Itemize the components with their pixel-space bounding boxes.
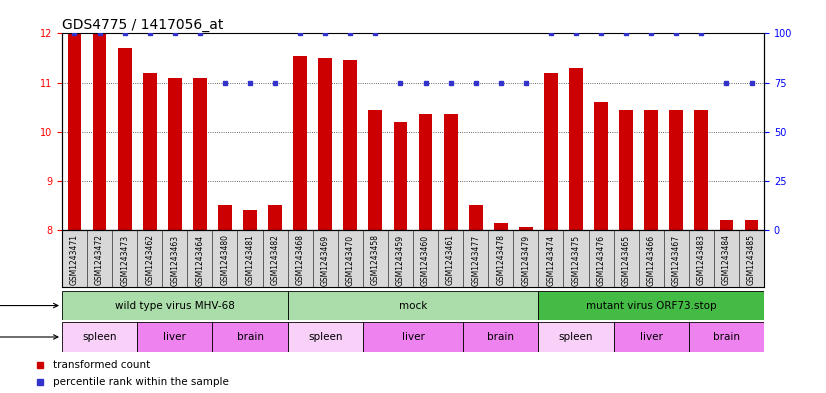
Bar xyxy=(137,322,212,352)
Text: GSM1243469: GSM1243469 xyxy=(320,235,330,286)
Bar xyxy=(689,322,764,352)
Text: GSM1243482: GSM1243482 xyxy=(271,235,279,285)
Bar xyxy=(287,291,539,320)
Bar xyxy=(463,322,539,352)
Text: transformed count: transformed count xyxy=(54,360,150,370)
Bar xyxy=(620,110,633,230)
Bar xyxy=(243,210,257,230)
Text: brain: brain xyxy=(713,332,740,342)
Text: GSM1243468: GSM1243468 xyxy=(296,235,305,285)
Bar xyxy=(62,291,287,320)
Text: GSM1243467: GSM1243467 xyxy=(672,235,681,286)
Text: liver: liver xyxy=(164,332,186,342)
Text: GSM1243485: GSM1243485 xyxy=(747,235,756,285)
Text: GSM1243459: GSM1243459 xyxy=(396,235,405,286)
Bar xyxy=(168,77,182,230)
Text: GSM1243458: GSM1243458 xyxy=(371,235,380,285)
Text: spleen: spleen xyxy=(308,332,343,342)
Bar xyxy=(118,48,131,230)
Text: mutant virus ORF73.stop: mutant virus ORF73.stop xyxy=(586,301,716,310)
Text: percentile rank within the sample: percentile rank within the sample xyxy=(54,377,230,387)
Bar xyxy=(212,322,287,352)
Text: GSM1243463: GSM1243463 xyxy=(170,235,179,286)
Bar xyxy=(363,322,463,352)
Text: GSM1243464: GSM1243464 xyxy=(196,235,204,286)
Bar xyxy=(419,114,433,230)
Bar xyxy=(719,220,733,230)
Text: GSM1243472: GSM1243472 xyxy=(95,235,104,285)
Bar xyxy=(469,205,482,230)
Bar xyxy=(368,110,382,230)
Text: GSM1243477: GSM1243477 xyxy=(471,235,480,286)
Text: brain: brain xyxy=(236,332,263,342)
Bar xyxy=(494,222,508,230)
Bar xyxy=(143,73,157,230)
Bar xyxy=(393,122,407,230)
Text: GSM1243466: GSM1243466 xyxy=(647,235,656,286)
Text: GSM1243476: GSM1243476 xyxy=(596,235,605,286)
Text: GSM1243480: GSM1243480 xyxy=(221,235,230,285)
Text: brain: brain xyxy=(487,332,515,342)
Text: mock: mock xyxy=(399,301,427,310)
Bar xyxy=(539,291,764,320)
Bar xyxy=(218,205,232,230)
Text: GSM1243481: GSM1243481 xyxy=(245,235,254,285)
Text: tissue: tissue xyxy=(0,332,58,342)
Bar xyxy=(287,322,363,352)
Bar xyxy=(594,102,608,230)
Text: GSM1243474: GSM1243474 xyxy=(547,235,555,286)
Bar xyxy=(539,322,614,352)
Bar xyxy=(695,110,708,230)
Bar xyxy=(669,110,683,230)
Bar xyxy=(293,55,307,230)
Bar xyxy=(93,33,107,230)
Text: GSM1243478: GSM1243478 xyxy=(496,235,506,285)
Bar xyxy=(519,228,533,230)
Bar xyxy=(614,322,689,352)
Bar xyxy=(644,110,658,230)
Text: GSM1243460: GSM1243460 xyxy=(421,235,430,286)
Bar xyxy=(268,205,282,230)
Text: GSM1243484: GSM1243484 xyxy=(722,235,731,285)
Text: spleen: spleen xyxy=(558,332,593,342)
Bar xyxy=(318,58,332,230)
Text: GSM1243479: GSM1243479 xyxy=(521,235,530,286)
Text: GSM1243473: GSM1243473 xyxy=(120,235,129,286)
Text: spleen: spleen xyxy=(83,332,116,342)
Bar xyxy=(744,220,758,230)
Bar xyxy=(344,61,357,230)
Bar xyxy=(68,33,82,230)
Text: GSM1243471: GSM1243471 xyxy=(70,235,79,285)
Bar xyxy=(569,68,583,230)
Text: GSM1243461: GSM1243461 xyxy=(446,235,455,285)
Text: GSM1243462: GSM1243462 xyxy=(145,235,154,285)
Text: infection: infection xyxy=(0,301,58,310)
Bar xyxy=(444,114,458,230)
Text: GSM1243475: GSM1243475 xyxy=(572,235,581,286)
Text: GSM1243483: GSM1243483 xyxy=(697,235,706,285)
Text: liver: liver xyxy=(640,332,662,342)
Text: GDS4775 / 1417056_at: GDS4775 / 1417056_at xyxy=(62,18,223,32)
Text: liver: liver xyxy=(401,332,425,342)
Text: GSM1243465: GSM1243465 xyxy=(622,235,630,286)
Bar xyxy=(62,322,137,352)
Text: wild type virus MHV-68: wild type virus MHV-68 xyxy=(115,301,235,310)
Bar xyxy=(544,73,558,230)
Text: GSM1243470: GSM1243470 xyxy=(346,235,355,286)
Bar xyxy=(193,77,206,230)
